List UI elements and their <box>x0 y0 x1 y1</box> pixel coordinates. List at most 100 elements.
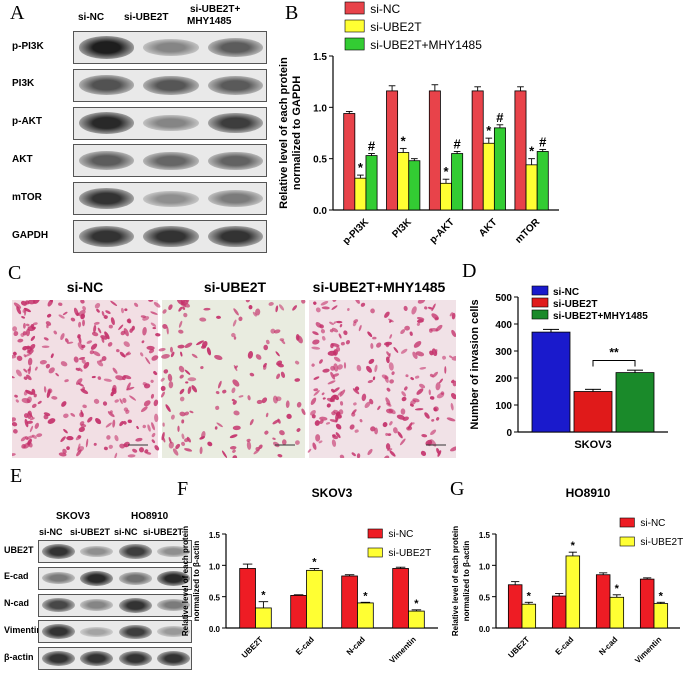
cell <box>191 385 198 393</box>
cell <box>384 455 390 458</box>
bar <box>536 151 549 211</box>
cell <box>370 343 374 349</box>
cell <box>160 377 165 382</box>
x-tick-label: PI3K <box>390 216 414 240</box>
cell <box>24 418 29 428</box>
cell <box>429 396 435 400</box>
cell <box>168 304 173 311</box>
cell <box>166 326 169 335</box>
cell <box>103 315 108 319</box>
cell <box>439 378 444 384</box>
chart-b: 0.0 0.5 1.0 1.5 Relative level of each prote… <box>278 1 559 245</box>
cell <box>252 311 257 317</box>
cell <box>85 438 89 448</box>
blot-row-label: GAPDH <box>12 229 49 241</box>
bar <box>428 90 441 211</box>
cell <box>433 406 439 412</box>
cell <box>417 300 426 304</box>
cell <box>24 307 27 316</box>
y-tick-label: 500 <box>495 293 512 304</box>
blot-band <box>207 225 264 248</box>
cell <box>150 322 157 327</box>
cell <box>114 435 119 442</box>
cell <box>142 326 147 336</box>
cell <box>178 320 183 328</box>
cell <box>30 335 36 341</box>
blot-band <box>78 112 135 135</box>
cell <box>25 300 30 305</box>
blot-e-lane-label: si-UBE2T <box>70 527 111 537</box>
x-tick-label: N-cad <box>597 635 619 657</box>
y-tick-label: 200 <box>495 374 512 385</box>
cell <box>141 340 145 344</box>
x-tick-label: E-cad <box>294 635 316 657</box>
cell <box>14 394 18 398</box>
significance-mark: * <box>414 598 419 610</box>
cell <box>388 318 394 323</box>
cell <box>311 346 321 350</box>
cell <box>261 397 268 404</box>
cell <box>93 442 97 446</box>
bar <box>653 603 669 629</box>
cell <box>16 355 23 361</box>
cell <box>91 375 96 379</box>
cell <box>64 338 69 343</box>
cell <box>321 336 326 341</box>
cell <box>60 333 65 341</box>
cell <box>388 362 394 371</box>
bar <box>408 610 425 629</box>
cell <box>419 383 426 389</box>
y-tick-label: 0.5 <box>313 155 327 166</box>
cell <box>94 302 101 309</box>
cell <box>430 429 437 436</box>
cell <box>389 421 393 426</box>
cell <box>73 307 79 317</box>
cell <box>405 374 409 378</box>
cell <box>179 411 186 417</box>
cell <box>47 313 52 318</box>
cell <box>222 389 227 394</box>
chart-f: 0.0 0.5 1.0 1.5 Relative level of each prote… <box>181 486 438 665</box>
cell <box>353 319 359 324</box>
cell <box>421 434 428 438</box>
y-tick-label: 0.0 <box>209 625 221 634</box>
cell <box>358 324 362 332</box>
x-tick-label: N-cad <box>345 635 367 657</box>
cell <box>20 436 27 442</box>
bar <box>493 127 506 211</box>
cell <box>64 379 69 383</box>
blot-band <box>143 39 199 56</box>
micrograph-title: si-UBE2T+MHY1485 <box>312 279 446 295</box>
legend-swatch <box>531 285 549 296</box>
blot-band <box>143 114 199 132</box>
cell <box>326 397 335 403</box>
legend-label: si-NC <box>553 287 579 298</box>
cell <box>285 400 290 409</box>
cell <box>387 433 392 436</box>
blot-row <box>38 540 192 563</box>
cell <box>265 412 269 418</box>
cell <box>34 422 40 429</box>
bar <box>343 113 356 211</box>
cell <box>20 333 25 337</box>
cell <box>127 454 136 458</box>
cell <box>45 363 50 369</box>
cell <box>12 453 16 457</box>
cell <box>452 380 456 387</box>
bar <box>451 153 464 211</box>
cell <box>214 354 223 360</box>
y-tick-label: 0.0 <box>313 206 327 217</box>
cell <box>37 400 42 405</box>
cell <box>232 455 238 458</box>
cell <box>352 388 360 395</box>
legend-label: si-UBE2T+MHY1485 <box>370 38 482 52</box>
cell <box>179 396 185 402</box>
cell <box>25 353 32 357</box>
blot-a-column-label: si-UBE2T <box>124 12 169 23</box>
cell <box>78 309 86 317</box>
cell <box>112 367 118 374</box>
cell <box>13 302 22 309</box>
cell <box>407 422 413 430</box>
cell <box>216 315 221 319</box>
cell <box>321 392 325 396</box>
